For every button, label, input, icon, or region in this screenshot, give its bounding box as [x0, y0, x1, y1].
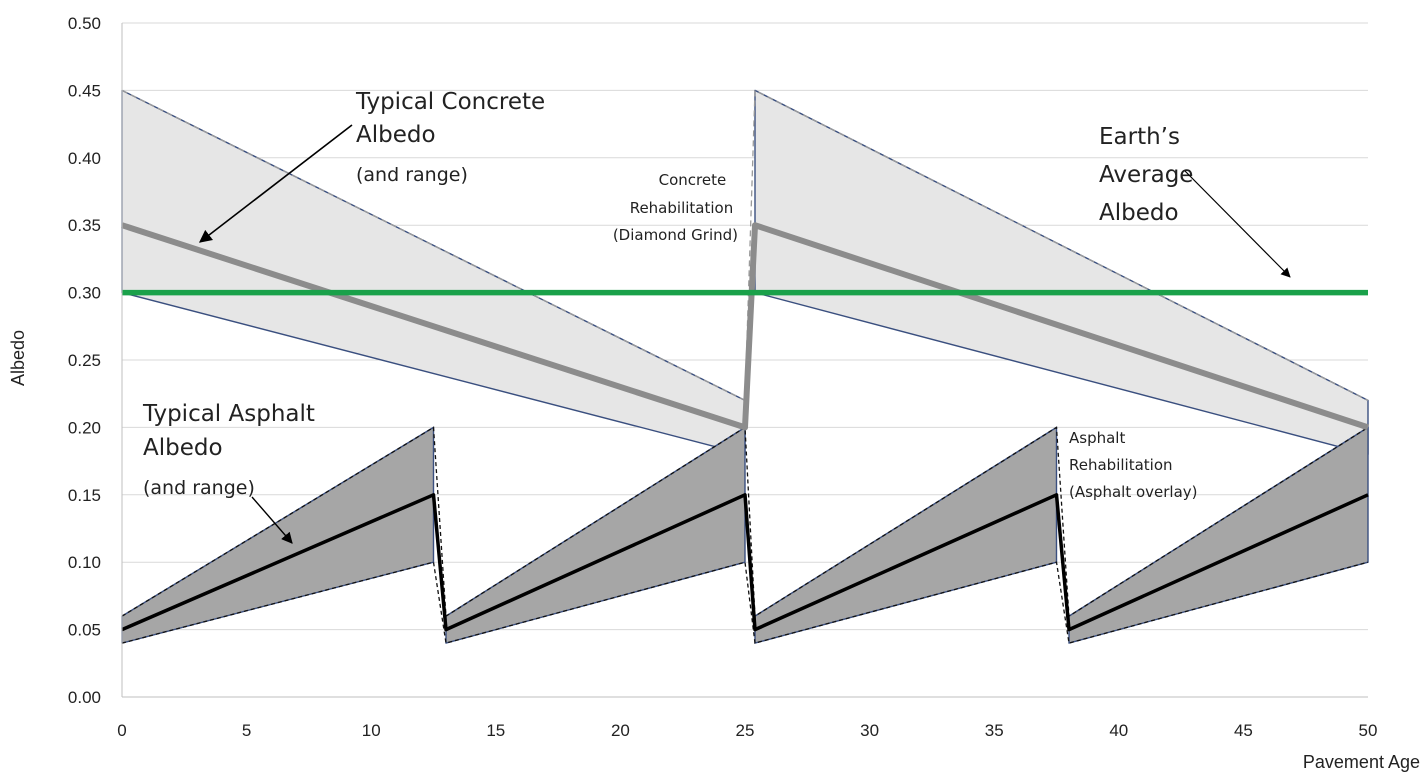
x-tick-label: 40: [1109, 721, 1128, 740]
earth-annotation: Earth’s Average Albedo: [1099, 124, 1201, 226]
x-tick-label: 50: [1359, 721, 1378, 740]
y-tick-label: 0.35: [68, 216, 101, 235]
concrete-annotation: Typical Concrete Albedo (and range): [355, 89, 552, 186]
x-tick-label: 0: [117, 721, 126, 740]
x-tick-label: 15: [486, 721, 505, 740]
earth-annotation-line: Average: [1099, 162, 1193, 188]
concrete-annotation-line: Typical Concrete: [355, 89, 545, 115]
concrete-annotation-arrow: [198, 124, 353, 243]
concrete-annotation-line: (and range): [356, 164, 468, 186]
x-tick-label: 35: [985, 721, 1004, 740]
earth-annotation-line: Earth’s: [1099, 124, 1180, 150]
asphalt-annotation-line: Albedo: [143, 435, 223, 461]
y-tick-label: 0.15: [68, 486, 101, 505]
asphalt-rehab-line: Rehabilitation: [1069, 456, 1173, 474]
concrete-rehab-line: Concrete: [659, 171, 727, 189]
y-tick-label: 0.25: [68, 351, 101, 370]
x-tick-label: 45: [1234, 721, 1253, 740]
asphalt-annotation: Typical Asphalt Albedo (and range): [142, 401, 322, 499]
asphalt-rehab-annotation: Asphalt Rehabilitation (Asphalt overlay): [1069, 429, 1198, 501]
typical-asphalt-line: [121, 493, 1369, 632]
earth-annotation-line: Albedo: [1099, 200, 1179, 226]
y-tick-label: 0.40: [68, 149, 101, 168]
y-tick-label: 0.50: [68, 14, 101, 33]
x-tick-label: 10: [362, 721, 381, 740]
y-tick-label: 0.20: [68, 418, 101, 437]
asphalt-range-upper-line: [121, 426, 1369, 618]
earth-annotation-arrow: [1184, 170, 1291, 278]
concrete-range-upper-line: [121, 89, 1369, 402]
y-tick-label: 0.45: [68, 81, 101, 100]
asphalt-annotation-line: Typical Asphalt: [142, 401, 315, 427]
y-axis-title: Albedo: [8, 330, 28, 386]
y-tick-label: 0.10: [68, 553, 101, 572]
y-tick-label: 0.30: [68, 284, 101, 303]
annotations: Typical Concrete Albedo (and range) Typi…: [142, 89, 1291, 544]
asphalt-annotation-line: (and range): [143, 477, 255, 499]
x-tick-label: 5: [242, 721, 251, 740]
x-axis-title: Pavement Age: [1303, 752, 1420, 772]
concrete-rehab-line: Rehabilitation: [630, 199, 734, 217]
axes: 0.00 0.05 0.10 0.15 0.20 0.25 0.30 0.35 0.40 0.45…: [68, 14, 1378, 740]
asphalt-range-band: [445, 426, 746, 644]
asphalt-rehab-line: (Asphalt overlay): [1069, 483, 1198, 501]
x-tick-label: 30: [860, 721, 879, 740]
y-tick-label: 0.00: [68, 688, 101, 707]
concrete-rehab-line: (Diamond Grind): [613, 226, 738, 244]
series-lines: [121, 89, 1369, 644]
asphalt-annotation-arrow: [251, 496, 293, 544]
range-bands: [121, 89, 1369, 644]
concrete-annotation-line: Albedo: [356, 122, 436, 148]
x-tick-label: 20: [611, 721, 630, 740]
x-tick-label: 25: [736, 721, 755, 740]
y-tick-label: 0.05: [68, 621, 101, 640]
concrete-rehab-annotation: Concrete Rehabilitation (Diamond Grind): [613, 171, 738, 244]
asphalt-rehab-line: Asphalt: [1069, 429, 1125, 447]
typical-concrete-line: [121, 222, 1369, 431]
